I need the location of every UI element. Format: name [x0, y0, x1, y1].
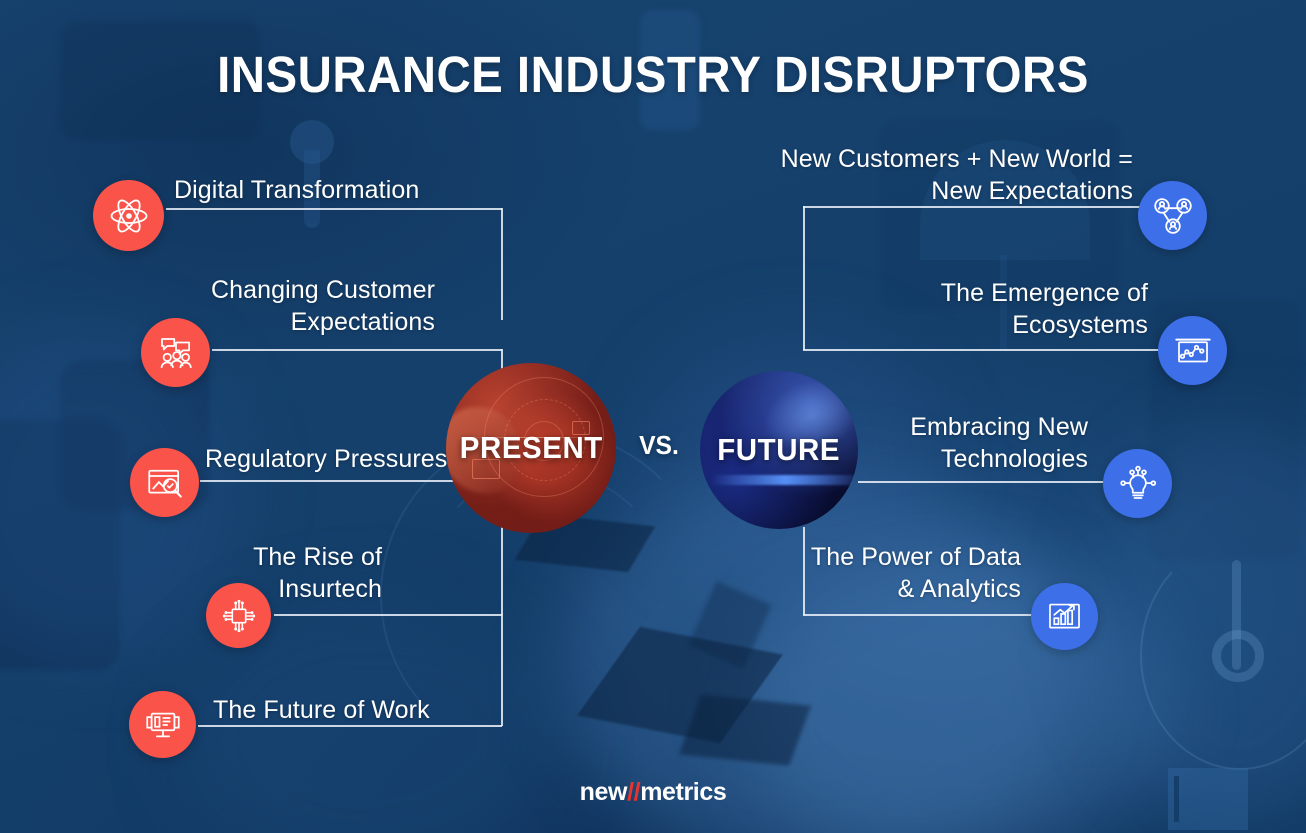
logo-suffix: metrics: [640, 778, 727, 806]
present-hud-square: [572, 421, 590, 435]
future-item-label-4: The Power of Data & Analytics: [810, 543, 1021, 603]
present-hud-line: [468, 437, 594, 438]
background-shape: [880, 120, 1120, 310]
future-item-label-1: New Customers + New World = New Expectat…: [780, 145, 1133, 205]
future-bracket-spine: [803, 527, 805, 615]
present-hub-label: PRESENT: [459, 430, 603, 465]
future-hub-circle[interactable]: FUTURE: [700, 371, 858, 529]
background-blur: [740, 560, 1170, 833]
audit-review-icon[interactable]: [130, 448, 199, 517]
future-connector-4: [803, 614, 1035, 616]
newmetrics-logo[interactable]: new//metrics: [0, 778, 1306, 807]
present-bracket-spine: [501, 208, 503, 320]
present-item-label-1: Digital Transformation: [174, 176, 420, 204]
versus-label: VS.: [639, 430, 679, 460]
atom-icon[interactable]: [93, 180, 164, 251]
bar-chart-growth-icon[interactable]: [1031, 583, 1098, 650]
page-title: INSURANCE INDUSTRY DISRUPTORS: [217, 46, 1089, 103]
present-bracket-spine: [501, 614, 503, 726]
present-hud-square: [472, 459, 500, 479]
future-connector-2: [803, 349, 1163, 351]
present-connector-3: [200, 480, 502, 482]
future-photo-streak: [710, 475, 858, 485]
future-item-label-2: The Emergence of Ecosystems: [940, 279, 1148, 339]
background-shape: [0, 420, 120, 670]
user-network-icon[interactable]: [1138, 181, 1207, 250]
background-shape: [290, 120, 334, 164]
present-connector-5: [198, 725, 502, 727]
present-hud-ring: [524, 421, 564, 461]
background-shape: [1232, 560, 1241, 670]
future-connector-3: [858, 481, 1108, 483]
remote-workstation-icon[interactable]: [129, 691, 196, 758]
present-connector-4: [274, 614, 502, 616]
future-connector-1: [803, 206, 1143, 208]
customer-feedback-icon[interactable]: [141, 318, 210, 387]
present-bracket-spine: [501, 455, 503, 615]
present-item-label-5: The Future of Work: [213, 696, 430, 724]
microchip-icon[interactable]: [206, 583, 271, 648]
future-bracket-spine: [803, 206, 805, 350]
background-shape: [1212, 630, 1264, 682]
present-bracket-spine: [501, 349, 503, 377]
background-shape: [640, 10, 700, 130]
future-item-label-3: Embracing New Technologies: [910, 413, 1088, 473]
background-blur: [0, 330, 240, 660]
background-shape: [1168, 768, 1248, 830]
present-item-label-3: Regulatory Pressures: [205, 445, 448, 473]
present-item-label-4: The Rise of Insurtech: [253, 543, 382, 603]
present-connector-1: [166, 208, 502, 210]
background-shape: [1000, 255, 1007, 350]
smart-lightbulb-icon[interactable]: [1103, 449, 1172, 518]
present-hub-circle[interactable]: PRESENT: [446, 363, 616, 533]
present-connector-2: [212, 349, 502, 351]
present-item-label-2: Changing Customer Expectations: [210, 276, 435, 336]
present-hud-ring: [504, 399, 586, 481]
logo-prefix: new: [579, 778, 628, 806]
future-hub-label: FUTURE: [717, 432, 841, 467]
line-chart-board-icon[interactable]: [1158, 316, 1227, 385]
logo-slash: //: [627, 778, 641, 806]
background-shape: [60, 20, 260, 140]
